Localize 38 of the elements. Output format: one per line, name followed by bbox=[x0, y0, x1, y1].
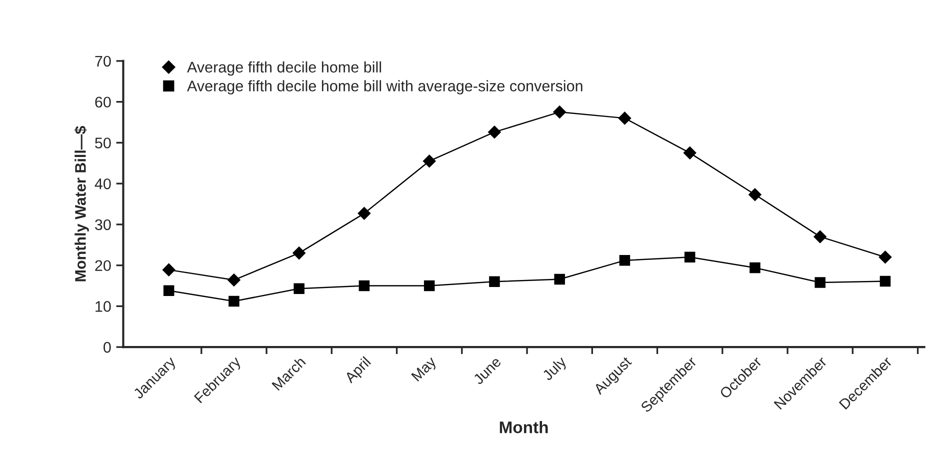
point bbox=[748, 188, 762, 202]
point bbox=[358, 280, 370, 292]
y-tick-label: 70 bbox=[95, 56, 111, 67]
point bbox=[228, 296, 240, 307]
x-axis-title: Month bbox=[500, 421, 548, 434]
y-tick-label: 60 bbox=[95, 96, 111, 108]
point bbox=[488, 126, 501, 138]
point bbox=[880, 276, 891, 287]
point bbox=[294, 283, 304, 294]
point bbox=[878, 250, 892, 264]
point bbox=[684, 252, 696, 263]
y-tick-label: 20 bbox=[95, 260, 111, 272]
point bbox=[553, 106, 566, 118]
point bbox=[424, 280, 435, 292]
y-tick-label: 50 bbox=[95, 138, 111, 148]
point bbox=[683, 146, 696, 160]
point bbox=[228, 274, 240, 286]
legend-label: Average fifth decile home bill bbox=[187, 61, 382, 76]
y-axis-title: Monthly Water Bill—$ bbox=[74, 126, 89, 282]
point bbox=[489, 276, 500, 288]
point bbox=[422, 154, 436, 168]
y-tick-label: 10 bbox=[96, 301, 111, 312]
point bbox=[750, 262, 760, 274]
legend-label: Average fifth decile home bill with average-size conversion bbox=[187, 80, 582, 94]
point bbox=[163, 285, 174, 296]
point bbox=[554, 274, 565, 285]
y-tick-label: 40 bbox=[94, 178, 111, 190]
point bbox=[162, 263, 176, 276]
point bbox=[358, 207, 371, 220]
point bbox=[814, 230, 827, 244]
point bbox=[619, 255, 630, 266]
x-tick-label: July bbox=[541, 355, 570, 384]
y-tick-label: 30 bbox=[95, 219, 111, 230]
y-tick-label: 0 bbox=[104, 342, 111, 353]
x-tick-label: May bbox=[411, 356, 439, 384]
point bbox=[618, 112, 632, 125]
point bbox=[292, 246, 306, 260]
point bbox=[814, 277, 826, 288]
